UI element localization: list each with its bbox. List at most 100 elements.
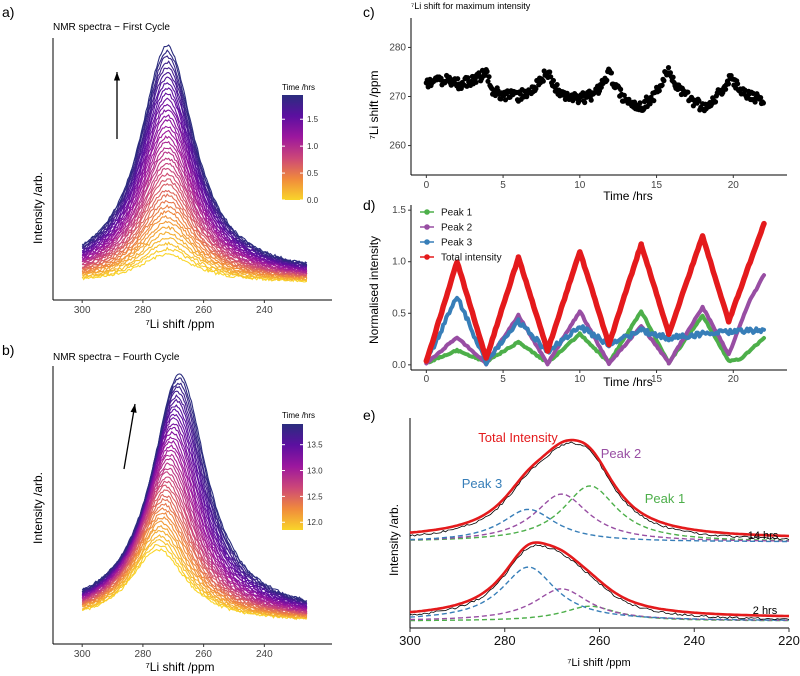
data-point bbox=[485, 78, 491, 84]
panel-label-b: b) bbox=[2, 342, 14, 358]
fit-total-line bbox=[409, 438, 790, 538]
data-point bbox=[608, 70, 615, 76]
panel-a-xlabel: ⁷Li shift /ppm bbox=[145, 317, 214, 331]
legend-label: Peak 1 bbox=[441, 208, 473, 219]
annotation-2-hrs: 2 hrs bbox=[753, 605, 778, 617]
colorbar bbox=[282, 424, 303, 530]
data-point bbox=[656, 88, 662, 94]
data-point bbox=[604, 77, 610, 83]
x-tick-label: 260 bbox=[195, 649, 212, 660]
panel-c-xlabel: Time /hrs bbox=[603, 189, 653, 203]
x-tick-label: 300 bbox=[399, 633, 421, 648]
x-tick-label: 15 bbox=[651, 374, 663, 385]
data-point bbox=[651, 98, 657, 104]
panel-c-ylabel: ⁷Li shift /ppm bbox=[367, 70, 381, 139]
x-tick-label: 280 bbox=[494, 633, 516, 648]
data-point bbox=[723, 86, 729, 92]
spectrum-line bbox=[81, 114, 307, 271]
spectrum-line bbox=[81, 210, 308, 279]
data-point bbox=[647, 101, 653, 107]
legend-label: Peak 3 bbox=[441, 238, 473, 249]
panel-d-ylabel: Normalised intensity bbox=[367, 236, 381, 344]
data-point bbox=[670, 74, 676, 80]
legend-marker bbox=[424, 254, 430, 260]
spectrum-line bbox=[82, 413, 308, 608]
spectrum-line bbox=[81, 97, 308, 270]
data-point bbox=[582, 99, 588, 106]
spectrum-line bbox=[81, 246, 307, 282]
x-tick-label: 240 bbox=[256, 649, 273, 660]
annotation-peak-2: Peak 2 bbox=[601, 446, 641, 461]
data-point bbox=[550, 77, 557, 84]
spectrum-line bbox=[81, 204, 308, 278]
panel-a-spectra: NMR spectra − First Cycle ⁷Li shift /ppm… bbox=[31, 22, 332, 331]
spectrum-line bbox=[81, 512, 308, 618]
data-point bbox=[473, 79, 479, 85]
colorbar-tick-label: 1.5 bbox=[307, 115, 319, 124]
x-tick-label: 0 bbox=[424, 374, 430, 385]
series-line-total-intensity bbox=[423, 220, 767, 364]
colorbar-tick-label: 13.0 bbox=[307, 467, 323, 476]
x-tick-label: 280 bbox=[135, 305, 152, 316]
x-tick-label: 10 bbox=[574, 180, 586, 191]
x-tick-label: 260 bbox=[589, 633, 611, 648]
data-point bbox=[760, 100, 767, 106]
data-point bbox=[455, 76, 461, 82]
spectrum-line bbox=[81, 157, 307, 274]
spectrum-line bbox=[81, 76, 308, 268]
panel-b-xlabel: ⁷Li shift /ppm bbox=[145, 660, 214, 674]
data-point bbox=[735, 81, 741, 87]
x-tick-label: 260 bbox=[195, 305, 212, 316]
annotation-peak-3: Peak 3 bbox=[462, 476, 502, 491]
x-tick-label: 20 bbox=[728, 374, 740, 385]
x-tick-label: 240 bbox=[256, 305, 273, 316]
colorbar-tick-label: 1.0 bbox=[307, 142, 319, 151]
data-point bbox=[547, 69, 553, 75]
spectrum-line bbox=[81, 225, 308, 280]
legend-label: Peak 2 bbox=[441, 223, 473, 234]
y-tick-label: 270 bbox=[389, 92, 406, 103]
spectrum-line bbox=[81, 44, 308, 266]
data-point bbox=[618, 86, 624, 92]
data-point bbox=[502, 97, 509, 103]
panel-d-lines: Time /hrs Normalised intensity 0 5 10 15 20 0… bbox=[367, 205, 787, 389]
x-tick-label: 300 bbox=[74, 305, 91, 316]
data-point bbox=[484, 68, 490, 75]
panel-c-scatter: ⁷Li shift for maximum intensity Time /hr… bbox=[367, 1, 787, 203]
fit-peak1-line bbox=[409, 485, 790, 542]
spectrum-line bbox=[82, 467, 308, 612]
annotation-total-intensity: Total Intensity bbox=[478, 430, 558, 445]
panel-b-title: NMR spectra − Fourth Cycle bbox=[53, 352, 180, 363]
panel-a-colorbar-title: Time /hrs bbox=[282, 83, 315, 92]
y-tick-label: 1.5 bbox=[392, 205, 406, 216]
panel-e-xlabel: ⁷Li shift /ppm bbox=[567, 657, 630, 669]
data-point bbox=[554, 82, 560, 88]
data-point bbox=[637, 100, 643, 106]
spectrum-line bbox=[81, 373, 308, 602]
panel-e-ylabel: Intensity /arb. bbox=[387, 504, 401, 576]
fit-peak3-line bbox=[409, 566, 789, 621]
panel-label-c: c) bbox=[363, 4, 375, 20]
y-tick-label: 0.0 bbox=[392, 360, 406, 371]
spectrum-line bbox=[81, 394, 308, 604]
panel-d-xlabel: Time /hrs bbox=[603, 375, 653, 389]
spectrum-line bbox=[82, 129, 308, 272]
data-point bbox=[661, 78, 667, 84]
spectrum-line bbox=[82, 439, 308, 610]
data-point bbox=[621, 92, 627, 98]
data-point bbox=[486, 74, 492, 80]
y-tick-label: 1.0 bbox=[392, 257, 406, 268]
x-tick-label: 280 bbox=[135, 649, 152, 660]
panel-c-title: ⁷Li shift for maximum intensity bbox=[411, 1, 531, 11]
experimental-data-line bbox=[409, 544, 790, 621]
colorbar-tick-label: 0.5 bbox=[307, 169, 319, 178]
x-tick-label: 10 bbox=[574, 374, 586, 385]
panel-label-e: e) bbox=[363, 407, 375, 423]
spectrum-line bbox=[81, 103, 307, 269]
spectrum-line bbox=[81, 538, 307, 620]
data-point bbox=[667, 70, 674, 76]
spectrum-line bbox=[81, 167, 308, 275]
data-point bbox=[685, 89, 691, 95]
data-point bbox=[533, 86, 539, 92]
data-point bbox=[665, 65, 672, 71]
